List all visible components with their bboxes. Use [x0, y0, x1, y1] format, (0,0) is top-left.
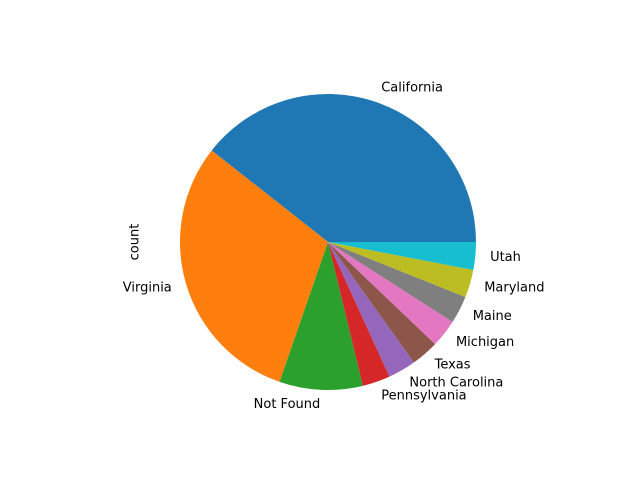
slice-label-texas: Texas: [434, 358, 471, 373]
pie-slices: [180, 93, 477, 391]
pie-slice-pennsylvania: [328, 242, 390, 386]
slice-label-north-carolina: North Carolina: [409, 375, 503, 390]
pie-slice-california: [211, 93, 477, 242]
slice-label-pennsylvania: Pennsylvania: [381, 388, 466, 403]
slice-label-california: California: [381, 81, 443, 96]
pie-slice-virginia: [180, 150, 328, 382]
slice-label-virginia: Virginia: [123, 280, 172, 295]
pie-slice-texas: [328, 242, 436, 363]
pie-labels: California Virginia Not Found PennsylvaniaN…: [123, 81, 545, 412]
slice-label-utah: Utah: [490, 250, 521, 265]
slice-label-maine: Maine: [473, 309, 512, 324]
pie-slice-maine: [328, 242, 466, 323]
slice-label-michigan: Michigan: [456, 335, 514, 350]
slice-label-maryland: Maryland: [484, 280, 544, 295]
pie-slice-utah: [328, 242, 476, 271]
slice-label-not-found: Not Found: [254, 397, 321, 412]
pie-slice-michigan: [328, 242, 453, 345]
pie-slice-not-found: [279, 242, 363, 391]
pie-slice-north-carolina: [328, 242, 414, 377]
pie-slice-maryland: [328, 242, 474, 298]
y-axis-label: count: [128, 224, 143, 261]
